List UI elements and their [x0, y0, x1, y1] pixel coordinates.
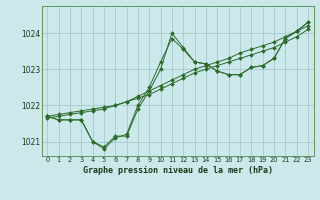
X-axis label: Graphe pression niveau de la mer (hPa): Graphe pression niveau de la mer (hPa) [83, 166, 273, 175]
